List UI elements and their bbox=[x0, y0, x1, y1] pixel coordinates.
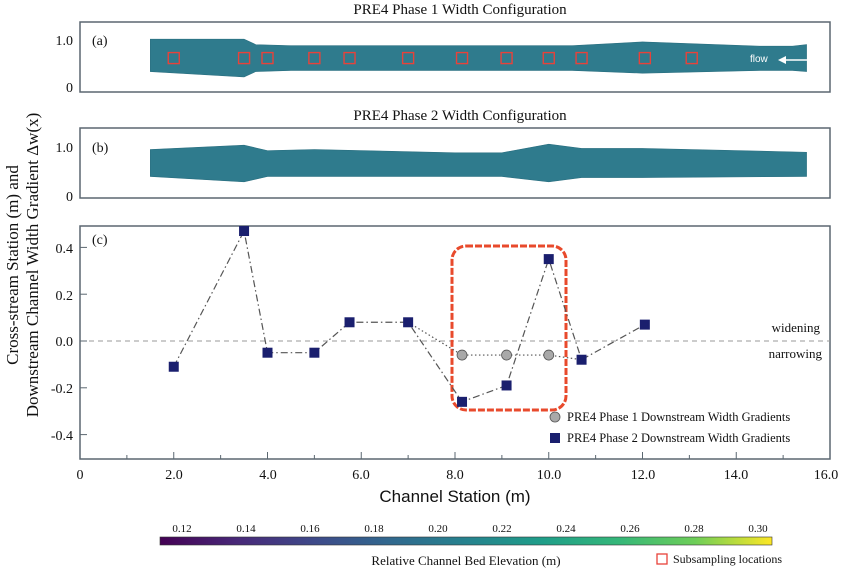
c-ytick-0.4: 0.4 bbox=[56, 242, 74, 257]
legend-phase1-marker bbox=[549, 411, 561, 423]
legend: PRE4 Phase 1 Downstream Width Gradients … bbox=[549, 410, 790, 445]
subsampling-box bbox=[167, 51, 180, 65]
xtick-6: 6.0 bbox=[352, 468, 370, 483]
panel-b-title: PRE4 Phase 2 Width Configuration bbox=[353, 108, 567, 124]
panel-a-channel bbox=[150, 38, 807, 78]
y-axis-label-line2: Downstream Channel Width Gradient Δw(x) bbox=[23, 113, 42, 418]
subsampling-box bbox=[638, 51, 652, 65]
c-ytick-0.0: 0.0 bbox=[56, 335, 74, 350]
phase2-point bbox=[344, 317, 355, 328]
subsampling-box bbox=[343, 51, 356, 65]
subsampling-locations bbox=[167, 51, 698, 65]
highlight-box bbox=[450, 244, 568, 412]
phase2-point bbox=[543, 254, 554, 265]
subsampling-box bbox=[401, 51, 415, 65]
panel-c-label: (c) bbox=[92, 233, 108, 248]
phase2-point bbox=[639, 319, 650, 330]
colorbar-tick-label: 0.22 bbox=[492, 523, 511, 535]
colorbar-tick-label: 0.24 bbox=[556, 523, 576, 535]
phase2-point bbox=[457, 396, 468, 407]
xtick-0: 0 bbox=[77, 468, 84, 483]
subsample-legend-marker bbox=[656, 553, 668, 565]
phase1-point bbox=[543, 349, 555, 361]
subsampling-box bbox=[542, 51, 555, 65]
subsample-legend-label: Subsampling locations bbox=[673, 552, 782, 566]
phase2-point bbox=[501, 380, 512, 391]
colorbar-tick-label: 0.16 bbox=[300, 523, 320, 535]
colorbar-tick-label: 0.12 bbox=[172, 523, 191, 535]
panel-c: (c) widening narrowing 0.4 0.2 0.0 -0.2 … bbox=[51, 225, 831, 460]
xtick-8: 8.0 bbox=[446, 468, 464, 483]
xtick-10: 10.0 bbox=[537, 468, 562, 483]
c-ytick-neg0.2: -0.2 bbox=[51, 382, 73, 397]
widening-label: widening bbox=[772, 320, 821, 335]
phase2-point bbox=[403, 317, 414, 328]
flow-label: flow bbox=[750, 54, 769, 65]
phase2-point bbox=[168, 361, 179, 372]
subsampling-box bbox=[237, 51, 251, 65]
xtick-4: 4.0 bbox=[259, 468, 277, 483]
subsampling-box bbox=[685, 51, 698, 65]
panel-b-ytick-0: 0 bbox=[66, 190, 73, 205]
phase2-point bbox=[262, 347, 273, 358]
phase2-line bbox=[173, 229, 646, 403]
subsampling-box bbox=[575, 51, 588, 65]
y-axis-label: Cross-stream Station (m) and Downstream … bbox=[3, 113, 42, 418]
subsampling-box bbox=[261, 51, 274, 65]
legend-phase2-marker bbox=[550, 433, 560, 443]
panel-a-label: (a) bbox=[92, 34, 108, 49]
subsampling-box bbox=[455, 51, 469, 65]
phase1-point bbox=[501, 349, 512, 361]
phase2-point bbox=[309, 347, 320, 358]
panel-a-ytick-0: 0 bbox=[66, 81, 73, 96]
subsampling-box bbox=[308, 51, 321, 65]
phase2-point bbox=[239, 226, 250, 237]
colorbar: 0.12 0.14 0.16 0.18 0.20 0.22 0.24 0.26 0.28 0.30… bbox=[159, 523, 782, 568]
phase2-point bbox=[576, 354, 587, 365]
colorbar-bar bbox=[159, 536, 773, 546]
xtick-2: 2.0 bbox=[165, 468, 183, 483]
panel-a-title: PRE4 Phase 1 Width Configuration bbox=[353, 2, 567, 18]
c-ytick-0.2: 0.2 bbox=[56, 289, 74, 304]
x-axis: 0 2.0 4.0 6.0 8.0 10.0 12.0 14.0 16.0 Ch… bbox=[77, 468, 839, 506]
panel-c-series bbox=[168, 226, 650, 407]
panel-c-tick-marks bbox=[79, 246, 831, 459]
flow-arrow-head bbox=[778, 56, 786, 64]
colorbar-tick-label: 0.20 bbox=[428, 523, 448, 535]
subsampling-box bbox=[500, 51, 513, 65]
panel-b: PRE4 Phase 2 Width Configuration (b) 1.0… bbox=[56, 108, 831, 205]
colorbar-tick-label: 0.14 bbox=[236, 523, 256, 535]
colorbar-label: Relative Channel Bed Elevation (m) bbox=[371, 553, 560, 568]
legend-phase1-label: PRE4 Phase 1 Downstream Width Gradients bbox=[567, 410, 790, 424]
xtick-16: 16.0 bbox=[814, 468, 839, 483]
panel-b-ytick-1: 1.0 bbox=[56, 141, 74, 156]
phase1-point bbox=[456, 349, 468, 361]
panel-c-y-axis: 0.4 0.2 0.0 -0.2 -0.4 bbox=[51, 242, 73, 444]
a-channel-shape bbox=[150, 38, 807, 78]
panel-a-ytick-1: 1.0 bbox=[56, 34, 74, 49]
c-ytick-neg0.4: -0.4 bbox=[51, 429, 73, 444]
x-axis-label: Channel Station (m) bbox=[379, 487, 530, 506]
colorbar-tick-label: 0.30 bbox=[748, 523, 768, 535]
colorbar-tick-label: 0.26 bbox=[620, 523, 640, 535]
b-channel-shape bbox=[150, 143, 807, 183]
xtick-14: 14.0 bbox=[724, 468, 749, 483]
xtick-12: 12.0 bbox=[631, 468, 656, 483]
narrowing-label: narrowing bbox=[769, 346, 823, 361]
colorbar-tick-label: 0.18 bbox=[364, 523, 384, 535]
colorbar-tick-label: 0.28 bbox=[684, 523, 704, 535]
panel-a: PRE4 Phase 1 Width Configuration (a) 1.0… bbox=[56, 2, 831, 96]
phase1-line bbox=[407, 321, 582, 361]
y-axis-label-line1: Cross-stream Station (m) and bbox=[3, 165, 22, 365]
colorbar-ticks: 0.12 0.14 0.16 0.18 0.20 0.22 0.24 0.26 0.28 0.30 bbox=[172, 523, 768, 545]
legend-phase2-label: PRE4 Phase 2 Downstream Width Gradients bbox=[567, 431, 790, 445]
panel-b-label: (b) bbox=[92, 141, 109, 156]
panel-c-frame bbox=[79, 225, 831, 460]
panel-b-channel bbox=[150, 143, 807, 183]
